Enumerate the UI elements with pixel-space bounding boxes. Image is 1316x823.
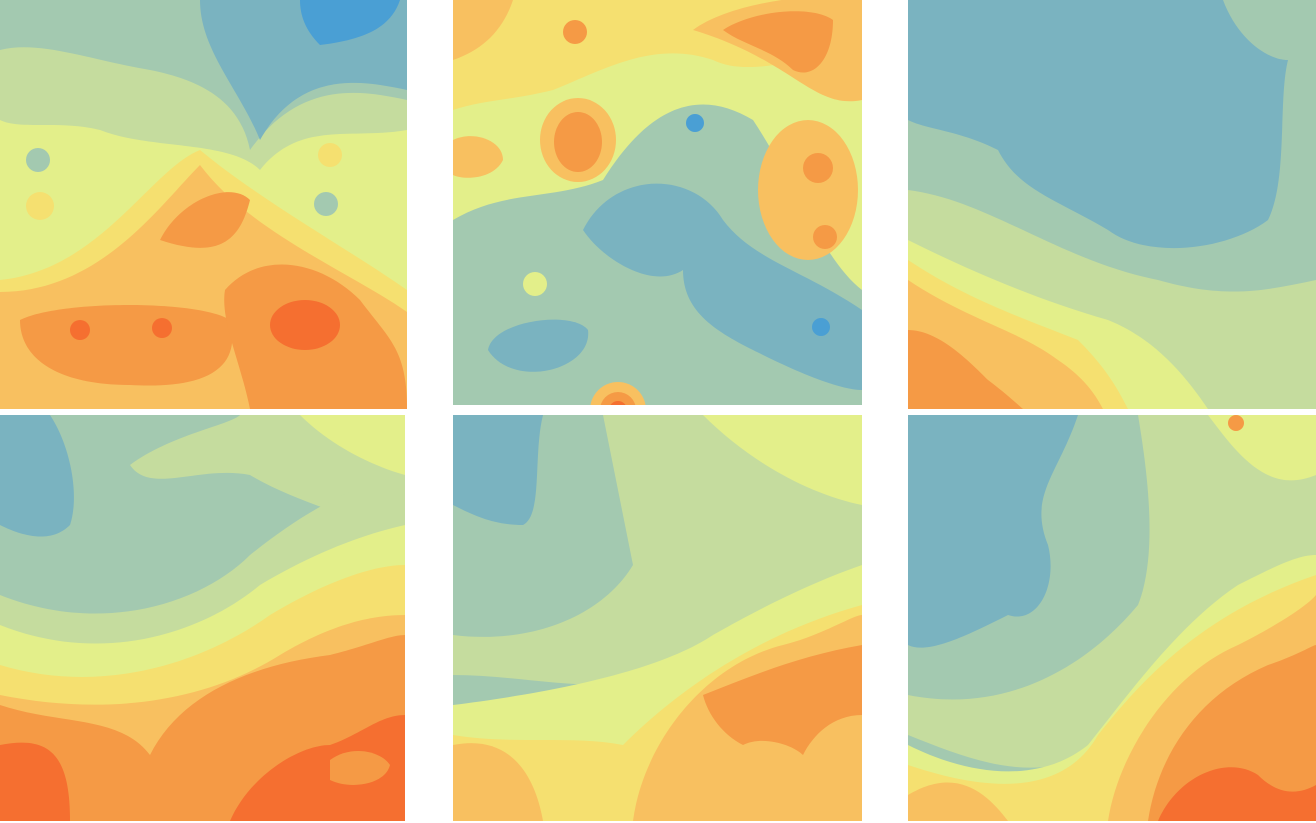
contour-region: [300, 0, 400, 45]
contour-region: [300, 415, 405, 475]
contour-region: [803, 153, 833, 183]
contour-region: [0, 742, 70, 821]
contour-region: [26, 148, 50, 172]
contour-region: [453, 0, 513, 60]
contour-panel: [453, 0, 862, 405]
contour-region: [583, 183, 862, 390]
contour-region: [453, 415, 543, 525]
contour-region: [488, 319, 589, 372]
contour-region: [523, 272, 547, 296]
contour-panel: [453, 415, 862, 821]
contour-region: [453, 743, 543, 821]
contour-region: [26, 192, 54, 220]
contour-region: [758, 120, 858, 260]
contour-region: [554, 112, 602, 172]
contour-region: [908, 415, 1316, 768]
contour-region: [270, 300, 340, 350]
contour-panel: [0, 0, 407, 409]
contour-panel: [0, 415, 405, 821]
contour-region: [703, 415, 862, 505]
contour-region: [703, 645, 862, 755]
contour-region: [686, 114, 704, 132]
contour-region: [230, 715, 405, 821]
contour-region: [330, 750, 390, 785]
contour-panel: [908, 415, 1316, 821]
contour-region: [0, 415, 74, 537]
contour-region: [1158, 767, 1316, 821]
contour-region: [453, 136, 503, 178]
contour-region: [908, 330, 1023, 409]
contour-region: [1228, 415, 1244, 431]
contour-region: [1148, 645, 1316, 821]
contour-region: [723, 11, 833, 73]
contour-region: [563, 20, 587, 44]
contour-region: [152, 318, 172, 338]
contour-region: [600, 392, 636, 405]
contour-region: [314, 192, 338, 216]
contour-region: [1208, 415, 1316, 481]
contour-region: [813, 225, 837, 249]
contour-region: [908, 782, 1008, 821]
contour-region: [908, 0, 1288, 249]
contour-region: [610, 401, 626, 405]
contour-panel: [908, 0, 1316, 409]
contour-region: [70, 320, 90, 340]
contour-region: [812, 318, 830, 336]
contour-region: [318, 143, 342, 167]
contour-region: [160, 192, 250, 248]
contour-region: [908, 415, 1078, 648]
